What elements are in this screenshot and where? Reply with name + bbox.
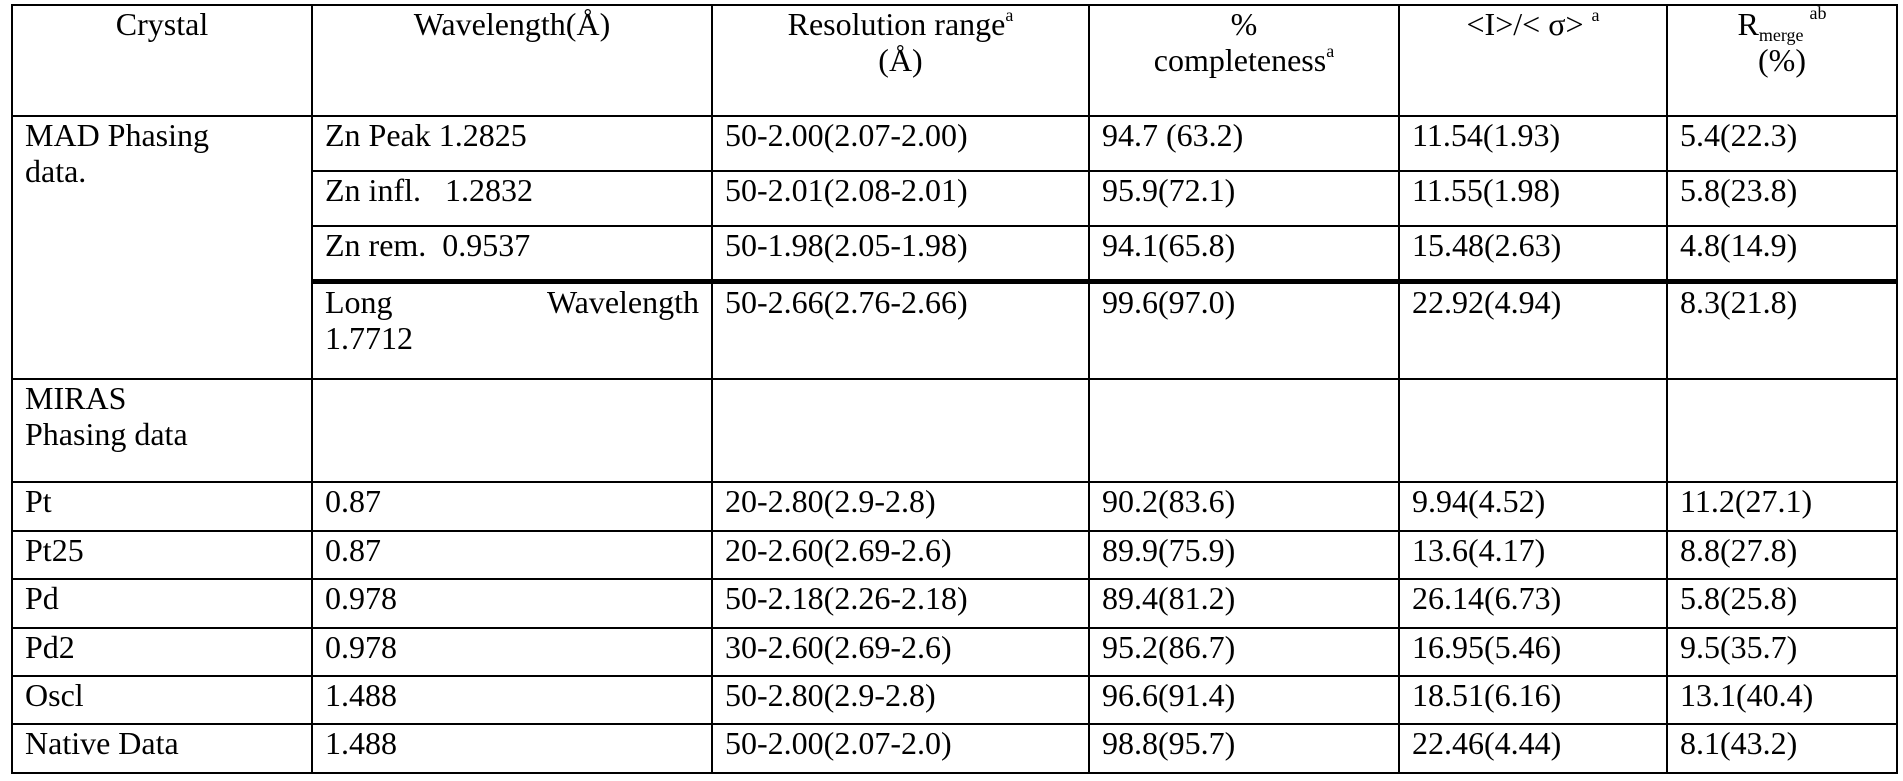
cell-completeness: 95.9(72.1)	[1089, 171, 1399, 226]
cell-completeness: 89.9(75.9)	[1089, 531, 1399, 579]
header-row: Crystal Wavelength(Å) Resolution rangea(…	[12, 5, 1897, 116]
header-completeness: %completenessa	[1089, 5, 1399, 116]
cell-rmerge: 5.4(22.3)	[1667, 116, 1897, 171]
cell-isigma: 22.46(4.44)	[1399, 724, 1667, 773]
table-row: Pt 0.87 20-2.80(2.9-2.8) 90.2(83.6) 9.94…	[12, 482, 1897, 530]
cell-empty	[1089, 379, 1399, 483]
cell-completeness: 96.6(91.4)	[1089, 676, 1399, 724]
cell-resolution: 50-2.00(2.07-2.00)	[712, 116, 1089, 171]
cell-rmerge: 8.1(43.2)	[1667, 724, 1897, 773]
cell-wavelength: 0.87	[312, 531, 712, 579]
cell-empty	[312, 379, 712, 483]
cell-rmerge: 9.5(35.7)	[1667, 628, 1897, 676]
cell-completeness: 95.2(86.7)	[1089, 628, 1399, 676]
cell-completeness: 98.8(95.7)	[1089, 724, 1399, 773]
cell-completeness: 94.7 (63.2)	[1089, 116, 1399, 171]
cell-crystal: Pt	[12, 482, 312, 530]
cell-isigma: 13.6(4.17)	[1399, 531, 1667, 579]
cell-completeness: 94.1(65.8)	[1089, 226, 1399, 281]
table-row: Native Data 1.488 50-2.00(2.07-2.0) 98.8…	[12, 724, 1897, 773]
header-crystal: Crystal	[12, 5, 312, 116]
cell-resolution: 20-2.60(2.69-2.6)	[712, 531, 1089, 579]
cell-wavelength: 0.87	[312, 482, 712, 530]
mad-group-label: MAD Phasing data.	[12, 116, 312, 379]
table-row: Pt25 0.87 20-2.60(2.69-2.6) 89.9(75.9) 1…	[12, 531, 1897, 579]
cell-resolution: 50-2.66(2.76-2.66)	[712, 282, 1089, 379]
cell-completeness: 90.2(83.6)	[1089, 482, 1399, 530]
cell-crystal: Native Data	[12, 724, 312, 773]
header-wavelength: Wavelength(Å)	[312, 5, 712, 116]
cell-rmerge: 8.8(27.8)	[1667, 531, 1897, 579]
cell-wavelength: 1.488	[312, 676, 712, 724]
cell-rmerge: 13.1(40.4)	[1667, 676, 1897, 724]
table-row: MIRAS Phasing data	[12, 379, 1897, 483]
cell-rmerge: 8.3(21.8)	[1667, 282, 1897, 379]
cell-wavelength: 1.488	[312, 724, 712, 773]
cell-isigma: 22.92(4.94)	[1399, 282, 1667, 379]
cell-isigma: 11.55(1.98)	[1399, 171, 1667, 226]
cell-wavelength: 0.978	[312, 628, 712, 676]
header-resolution: Resolution rangea(Å)	[712, 5, 1089, 116]
table-row: Pd2 0.978 30-2.60(2.69-2.6) 95.2(86.7) 1…	[12, 628, 1897, 676]
table-row: Pd 0.978 50-2.18(2.26-2.18) 89.4(81.2) 2…	[12, 579, 1897, 627]
cell-rmerge: 4.8(14.9)	[1667, 226, 1897, 281]
cell-isigma: 18.51(6.16)	[1399, 676, 1667, 724]
cell-rmerge: 5.8(23.8)	[1667, 171, 1897, 226]
cell-resolution: 20-2.80(2.9-2.8)	[712, 482, 1089, 530]
table-row: Oscl 1.488 50-2.80(2.9-2.8) 96.6(91.4) 1…	[12, 676, 1897, 724]
cell-crystal: Pd2	[12, 628, 312, 676]
header-isigma: <I>/< σ>a	[1399, 5, 1667, 116]
cell-resolution: 50-2.18(2.26-2.18)	[712, 579, 1089, 627]
miras-group-label: MIRAS Phasing data	[12, 379, 312, 483]
table-row: MAD Phasing data. Zn Peak 1.2825 50-2.00…	[12, 116, 1897, 171]
cell-resolution: 50-2.01(2.08-2.01)	[712, 171, 1089, 226]
cell-crystal: Pd	[12, 579, 312, 627]
cell-empty	[712, 379, 1089, 483]
cell-resolution: 50-2.00(2.07-2.0)	[712, 724, 1089, 773]
cell-crystal: Pt25	[12, 531, 312, 579]
cell-isigma: 11.54(1.93)	[1399, 116, 1667, 171]
header-rmerge: Rmergeab(%)	[1667, 5, 1897, 116]
cell-completeness: 89.4(81.2)	[1089, 579, 1399, 627]
cell-resolution: 30-2.60(2.69-2.6)	[712, 628, 1089, 676]
cell-resolution: 50-2.80(2.9-2.8)	[712, 676, 1089, 724]
cell-isigma: 15.48(2.63)	[1399, 226, 1667, 281]
cell-wavelength: Zn rem. 0.9537	[312, 226, 712, 281]
cell-rmerge: 5.8(25.8)	[1667, 579, 1897, 627]
cell-completeness: 99.6(97.0)	[1089, 282, 1399, 379]
cell-empty	[1399, 379, 1667, 483]
cell-wavelength: LongWavelength 1.7712	[312, 282, 712, 379]
cell-crystal: Oscl	[12, 676, 312, 724]
cell-empty	[1667, 379, 1897, 483]
cell-isigma: 26.14(6.73)	[1399, 579, 1667, 627]
cell-wavelength: 0.978	[312, 579, 712, 627]
cell-wavelength: Zn infl. 1.2832	[312, 171, 712, 226]
cell-wavelength: Zn Peak 1.2825	[312, 116, 712, 171]
cell-isigma: 16.95(5.46)	[1399, 628, 1667, 676]
cell-rmerge: 11.2(27.1)	[1667, 482, 1897, 530]
cell-resolution: 50-1.98(2.05-1.98)	[712, 226, 1089, 281]
data-collection-table: Crystal Wavelength(Å) Resolution rangea(…	[11, 4, 1898, 774]
cell-isigma: 9.94(4.52)	[1399, 482, 1667, 530]
